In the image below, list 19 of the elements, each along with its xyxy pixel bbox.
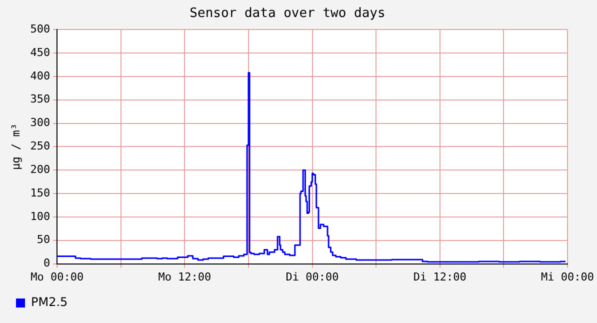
y-tick-label: 500 xyxy=(30,22,50,36)
y-tick-label: 150 xyxy=(30,186,50,200)
y-tick-label: 50 xyxy=(36,233,50,246)
y-tick-label: 250 xyxy=(30,140,50,153)
x-tick-label: Di 12:00 xyxy=(413,270,466,284)
x-tick-label: Di 00:00 xyxy=(286,270,339,284)
legend-label: PM2.5 xyxy=(31,295,68,310)
y-tick-label: 200 xyxy=(30,162,50,176)
y-tick-label: 400 xyxy=(30,69,50,82)
y-tick-label: 350 xyxy=(30,92,50,106)
x-tick-label: Mo 12:00 xyxy=(158,270,212,284)
y-axis-title: µg / m³ xyxy=(9,124,22,170)
y-tick-label: 300 xyxy=(30,116,50,130)
y-tick-label: 450 xyxy=(30,46,50,59)
chart-title: Sensor data over two days xyxy=(190,6,386,22)
x-tick-label: Mo 00:00 xyxy=(30,270,84,284)
y-tick-label: 0 xyxy=(43,256,50,270)
y-tick-label: 100 xyxy=(30,210,50,223)
x-tick-label: Mi 00:00 xyxy=(541,270,594,284)
